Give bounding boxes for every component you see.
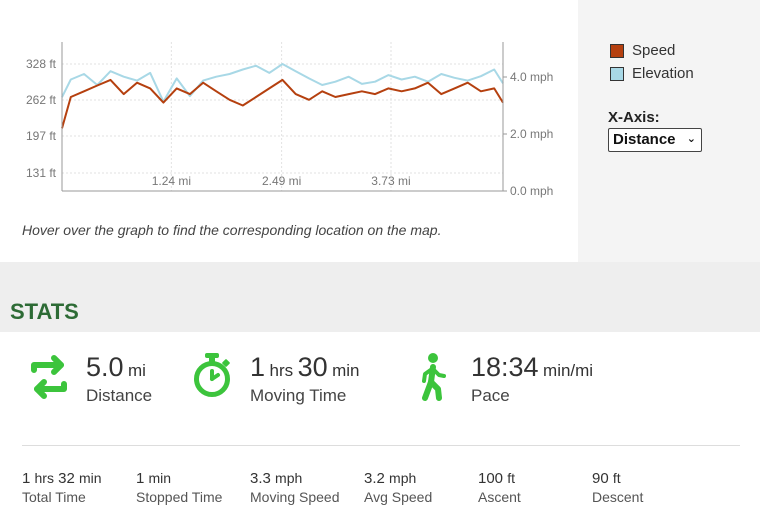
moving-time-minutes: 30 bbox=[297, 352, 328, 382]
moving-speed-label: Moving Speed bbox=[250, 489, 340, 505]
stopped-time-label: Stopped Time bbox=[136, 489, 223, 505]
total-time-hours-unit: hrs bbox=[34, 470, 54, 486]
x-axis-selected-value: Distance bbox=[613, 131, 676, 148]
series-line-elevation bbox=[61, 63, 504, 103]
descent-stat: 90 ft Descent bbox=[592, 470, 643, 505]
total-time-hours: 1 bbox=[22, 470, 31, 487]
avg-speed-unit: mph bbox=[389, 470, 417, 486]
left-axis-tick-label: 131 ft bbox=[26, 166, 57, 180]
speed-swatch bbox=[610, 44, 624, 58]
x-axis-tick-label: 3.73 mi bbox=[371, 174, 410, 188]
stopped-time-stat: 1 min Stopped Time bbox=[136, 470, 222, 505]
moving-time-stat: 1 hrs 30 min Moving Time bbox=[190, 352, 400, 412]
pace-stat: 18:34 min/mi Pace bbox=[416, 352, 636, 412]
avg-speed-label: Avg Speed bbox=[364, 489, 433, 505]
moving-speed-value: 3.3 bbox=[250, 470, 271, 487]
distance-unit: mi bbox=[128, 361, 146, 380]
x-axis-tick-label: 2.49 mi bbox=[262, 174, 301, 188]
pace-label: Pace bbox=[471, 386, 510, 405]
stats-header: STATS bbox=[0, 290, 760, 332]
moving-speed-stat: 3.3 mph Moving Speed bbox=[250, 470, 340, 505]
elevation-speed-chart-card: 328 ft 262 ft 197 ft 131 ft 4.0 mph 2.0 mph 0.… bbox=[0, 0, 760, 262]
ascent-value: 100 bbox=[478, 470, 504, 487]
stopped-time-value: 1 bbox=[136, 470, 145, 487]
pace-value: 18:34 bbox=[471, 352, 539, 382]
descent-unit: ft bbox=[612, 470, 621, 486]
ascent-unit: ft bbox=[507, 470, 515, 486]
moving-time-hours: 1 bbox=[250, 352, 266, 382]
walking-person-icon bbox=[422, 353, 446, 401]
round-trip-arrows-icon bbox=[31, 355, 67, 399]
right-axis-tick-label: 4.0 mph bbox=[510, 70, 553, 84]
stopped-time-unit: min bbox=[148, 470, 172, 486]
ascent-label: Ascent bbox=[478, 489, 521, 505]
descent-label: Descent bbox=[592, 489, 644, 505]
distance-value: 5.0 bbox=[86, 352, 124, 382]
series-line-speed bbox=[61, 78, 504, 129]
chart-hover-hint: Hover over the graph to find the corresp… bbox=[22, 222, 442, 238]
chevron-down-icon: ⌄ bbox=[686, 133, 696, 145]
left-axis-tick-label: 262 ft bbox=[26, 93, 57, 107]
chart-legend-panel: Speed Elevation X-Axis: Distance ⌄ bbox=[578, 0, 760, 262]
chart-axes bbox=[61, 42, 504, 192]
x-axis-title: X-Axis: bbox=[608, 109, 660, 126]
elevation-speed-chart[interactable]: 328 ft 262 ft 197 ft 131 ft 4.0 mph 2.0 mph 0.… bbox=[0, 0, 578, 215]
speed-series bbox=[61, 78, 504, 129]
legend-elevation-label: Elevation bbox=[632, 65, 694, 82]
right-axis-tick-label: 0.0 mph bbox=[510, 184, 553, 198]
stats-title: STATS bbox=[10, 299, 79, 324]
distance-stat: 5.0 mi Distance bbox=[30, 352, 180, 412]
elevation-swatch bbox=[610, 67, 624, 81]
descent-value: 90 bbox=[592, 470, 609, 487]
moving-time-label: Moving Time bbox=[250, 386, 347, 405]
x-axis-select[interactable]: Distance ⌄ bbox=[608, 128, 702, 152]
total-time-minutes: 32 bbox=[58, 470, 75, 487]
left-axis-tick-label: 197 ft bbox=[26, 129, 57, 143]
stats-divider bbox=[22, 445, 740, 446]
ascent-stat: 100 ft Ascent bbox=[478, 470, 521, 505]
elevation-series bbox=[61, 63, 504, 103]
moving-speed-unit: mph bbox=[275, 470, 303, 486]
avg-speed-value: 3.2 bbox=[364, 470, 385, 487]
total-time-label: Total Time bbox=[22, 489, 86, 505]
avg-speed-stat: 3.2 mph Avg Speed bbox=[364, 470, 432, 505]
stats-card: STATS 5.0 mi Distance 1 h bbox=[0, 290, 760, 530]
moving-time-minutes-unit: min bbox=[332, 361, 360, 380]
total-time-minutes-unit: min bbox=[79, 470, 102, 486]
left-axis-tick-label: 328 ft bbox=[26, 57, 57, 71]
right-axis-tick-label: 2.0 mph bbox=[510, 127, 553, 141]
legend-speed-label: Speed bbox=[632, 42, 676, 59]
stopwatch-icon bbox=[194, 353, 230, 397]
chart-tick-labels: 328 ft 262 ft 197 ft 131 ft 4.0 mph 2.0 mph 0.… bbox=[26, 57, 553, 198]
moving-time-hours-unit: hrs bbox=[269, 361, 294, 380]
x-axis-tick-label: 1.24 mi bbox=[152, 174, 191, 188]
distance-label: Distance bbox=[86, 386, 153, 405]
pace-unit: min/mi bbox=[543, 361, 594, 380]
total-time-stat: 1 hrs 32 min Total Time bbox=[22, 470, 102, 505]
